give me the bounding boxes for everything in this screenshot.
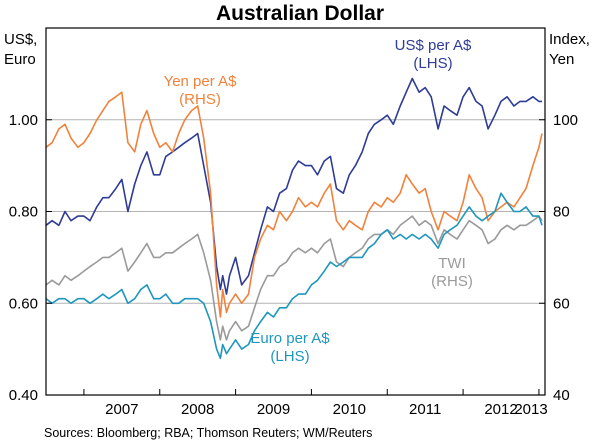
series-label-3-line1: (LHS) <box>270 348 309 365</box>
x-tick-label-0: 2007 <box>105 401 138 418</box>
left-tick-label-0: 0.40 <box>9 387 38 404</box>
series-label-0-line0: US$ per A$ <box>395 37 472 54</box>
right-tick-label-1: 60 <box>553 295 570 312</box>
left-tick-label-2: 0.80 <box>9 204 38 221</box>
left-axis-label-line2: Euro <box>4 51 36 68</box>
x-tick-label-2: 2009 <box>257 401 290 418</box>
right-tick-label-3: 100 <box>553 112 578 129</box>
series-label-2-line1: (RHS) <box>431 273 473 290</box>
series-line-us-per-a- <box>45 77 542 295</box>
source-note: Sources: Bloomberg; RBA; Thomson Reuters… <box>44 426 372 440</box>
x-tick-label-6: 2013 <box>514 401 547 418</box>
left-tick-label-1: 0.60 <box>9 295 38 312</box>
right-tick-label-0: 40 <box>553 387 570 404</box>
series-labels: US$ per A$(LHS)Yen per A$(RHS)TWI(RHS)Eu… <box>164 37 473 365</box>
left-tick-label-3: 1.00 <box>9 112 38 129</box>
series-label-3-line0: Euro per A$ <box>250 330 330 347</box>
series-line-twi <box>45 215 543 341</box>
right-axis-label-line2: Yen <box>549 51 574 68</box>
right-tick-label-2: 80 <box>553 204 570 221</box>
axis-ticks: 0.40 0.60 0.80 1.00 40 60 80 100 2007 2008 2009 201… <box>9 112 578 418</box>
x-tick-label-5: 2012 <box>484 401 517 418</box>
right-axis-label-line1: Index, <box>549 31 590 48</box>
x-tick-label-3: 2010 <box>333 401 366 418</box>
series-label-1-line0: Yen per A$ <box>164 73 238 90</box>
chart-title: Australian Dollar <box>216 2 384 25</box>
series-label-0-line1: (LHS) <box>413 55 452 72</box>
series-lines <box>45 77 543 360</box>
x-tick-label-4: 2011 <box>409 401 441 418</box>
series-label-2-line0: TWI <box>438 255 466 272</box>
series-label-1-line1: (RHS) <box>179 91 221 108</box>
x-tick-label-1: 2008 <box>181 401 214 418</box>
series-line-yen-per-a- <box>45 91 543 318</box>
left-axis-label-line1: US$, <box>4 31 37 48</box>
series-line-euro-per-a- <box>45 192 543 360</box>
